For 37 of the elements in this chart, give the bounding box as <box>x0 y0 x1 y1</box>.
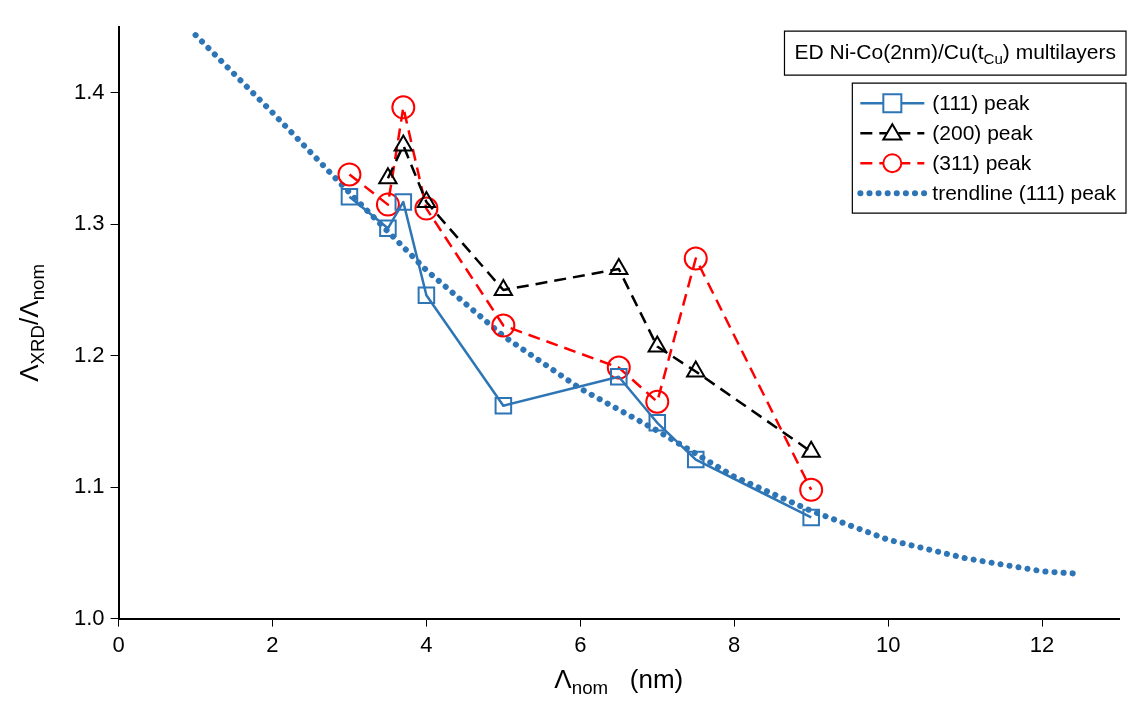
x-tick-label: 4 <box>420 631 433 657</box>
y-tick-label: 1.3 <box>73 210 105 236</box>
point <box>683 246 708 271</box>
point <box>493 279 514 297</box>
legend-label: (200) peak <box>932 121 1034 144</box>
y-tick-label: 1.4 <box>73 78 105 104</box>
point <box>648 414 667 432</box>
point <box>802 508 820 527</box>
point <box>417 286 436 305</box>
x-tick-label: 2 <box>266 631 279 657</box>
point <box>394 193 413 211</box>
y-tick-label: 1.1 <box>73 473 105 499</box>
legend-label: trendline (111) peak <box>932 181 1117 204</box>
legend-label: (311) peak <box>932 151 1032 174</box>
point <box>606 355 631 380</box>
y-tick-label: 1.2 <box>73 341 105 367</box>
y-axis-title: ΛXRD/Λnom <box>13 263 48 382</box>
point <box>375 192 400 217</box>
x-tick-label: 6 <box>574 631 587 657</box>
point <box>799 477 824 502</box>
point <box>610 368 628 386</box>
x-tick-label: 0 <box>112 631 125 657</box>
x-tick-label: 8 <box>728 631 741 657</box>
point <box>340 187 359 206</box>
x-tick-label: 10 <box>875 631 901 657</box>
point <box>414 196 439 221</box>
legend-label: (111) peak <box>932 91 1031 114</box>
point <box>337 162 362 187</box>
point <box>686 450 705 469</box>
point <box>391 95 416 120</box>
point <box>491 313 516 338</box>
point <box>609 258 629 276</box>
point <box>645 389 670 414</box>
point <box>494 396 513 415</box>
y-tick-label: 1.0 <box>73 604 105 630</box>
point <box>379 219 397 238</box>
x-tick-label: 12 <box>1029 631 1055 657</box>
